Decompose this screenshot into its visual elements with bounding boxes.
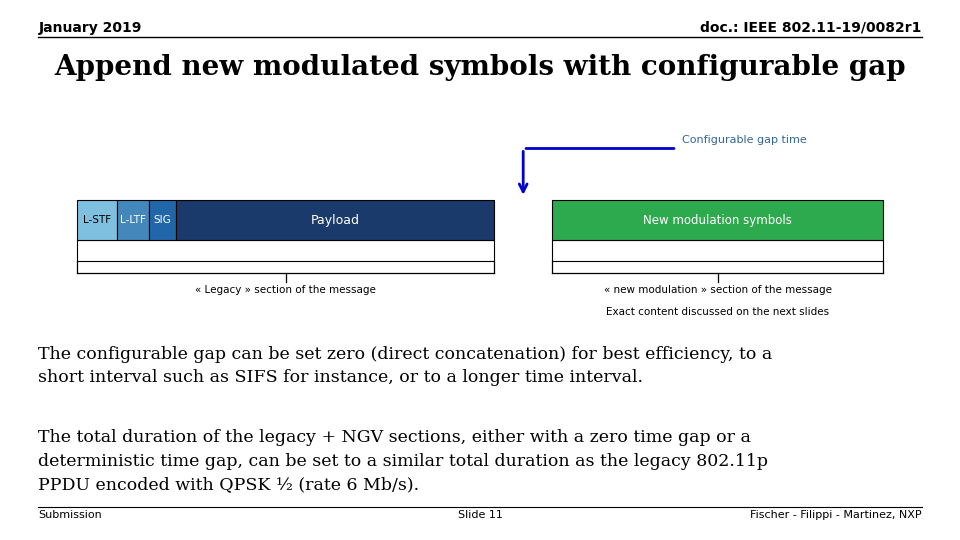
Bar <box>77 240 494 261</box>
Text: Append new modulated symbols with configurable gap: Append new modulated symbols with config… <box>54 54 906 81</box>
Text: Payload: Payload <box>310 213 360 227</box>
Text: Exact content discussed on the next slides: Exact content discussed on the next slid… <box>606 307 829 318</box>
Text: Slide 11: Slide 11 <box>458 510 502 521</box>
Bar <box>176 200 494 240</box>
Text: L-STF: L-STF <box>83 215 111 225</box>
Text: Fischer - Filippi - Martinez, NXP: Fischer - Filippi - Martinez, NXP <box>750 510 922 521</box>
Text: L-LTF: L-LTF <box>120 215 146 225</box>
Text: Configurable gap time: Configurable gap time <box>682 135 806 145</box>
Text: Submission: Submission <box>38 510 102 521</box>
Text: SIG: SIG <box>154 215 171 225</box>
Text: doc.: IEEE 802.11-19/0082r1: doc.: IEEE 802.11-19/0082r1 <box>700 21 922 35</box>
Bar <box>552 200 883 240</box>
Text: January 2019: January 2019 <box>38 21 142 35</box>
Text: The configurable gap can be set zero (direct concatenation) for best efficiency,: The configurable gap can be set zero (di… <box>38 346 773 386</box>
Bar <box>77 200 117 240</box>
Text: « Legacy » section of the message: « Legacy » section of the message <box>195 285 376 295</box>
Text: New modulation symbols: New modulation symbols <box>643 213 792 227</box>
Text: The total duration of the legacy + NGV sections, either with a zero time gap or : The total duration of the legacy + NGV s… <box>38 429 768 494</box>
Bar <box>552 240 883 261</box>
Text: « new modulation » section of the message: « new modulation » section of the messag… <box>604 285 831 295</box>
Bar <box>149 200 176 240</box>
Bar <box>117 200 149 240</box>
